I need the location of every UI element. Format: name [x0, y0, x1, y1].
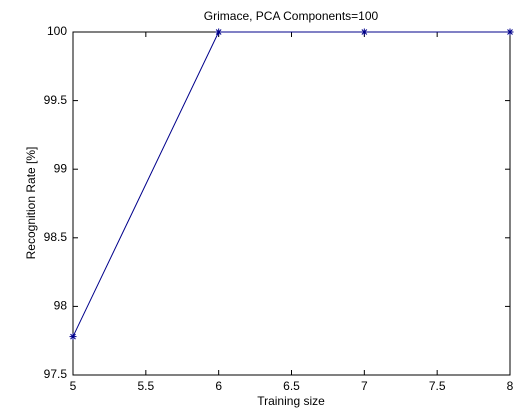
- chart-title: Grimace, PCA Components=100: [204, 9, 379, 23]
- point-marker: [215, 28, 223, 36]
- y-tick-label: 97.5: [44, 367, 68, 381]
- x-tick-label: 8: [507, 379, 514, 393]
- marker-stroke: [361, 29, 368, 35]
- x-tick-label: 6.5: [283, 379, 300, 393]
- marker-stroke: [215, 29, 222, 35]
- point-marker: [69, 333, 77, 341]
- x-tick-label: 5.5: [137, 379, 154, 393]
- y-tick-label: 100: [47, 24, 67, 38]
- data-line: [72, 31, 510, 337]
- point-marker: [506, 28, 514, 36]
- y-tick-label: 99.5: [44, 93, 68, 107]
- y-tick-label: 99: [54, 161, 68, 175]
- y-tick-label: 98.5: [44, 230, 68, 244]
- marker-stroke: [507, 29, 513, 35]
- marker-stroke: [70, 333, 76, 340]
- point-marker: [360, 28, 368, 36]
- x-axis-label: Training size: [257, 394, 325, 408]
- y-axis-label: Recognition Rate [%]: [24, 147, 38, 260]
- y-tick-label: 98: [54, 299, 68, 313]
- axes-box: [72, 31, 511, 376]
- x-tick-label: 7.5: [429, 379, 446, 393]
- x-tick-label: 7: [361, 379, 368, 393]
- x-tick-label: 5: [70, 379, 77, 393]
- x-tick-label: 6: [215, 379, 222, 393]
